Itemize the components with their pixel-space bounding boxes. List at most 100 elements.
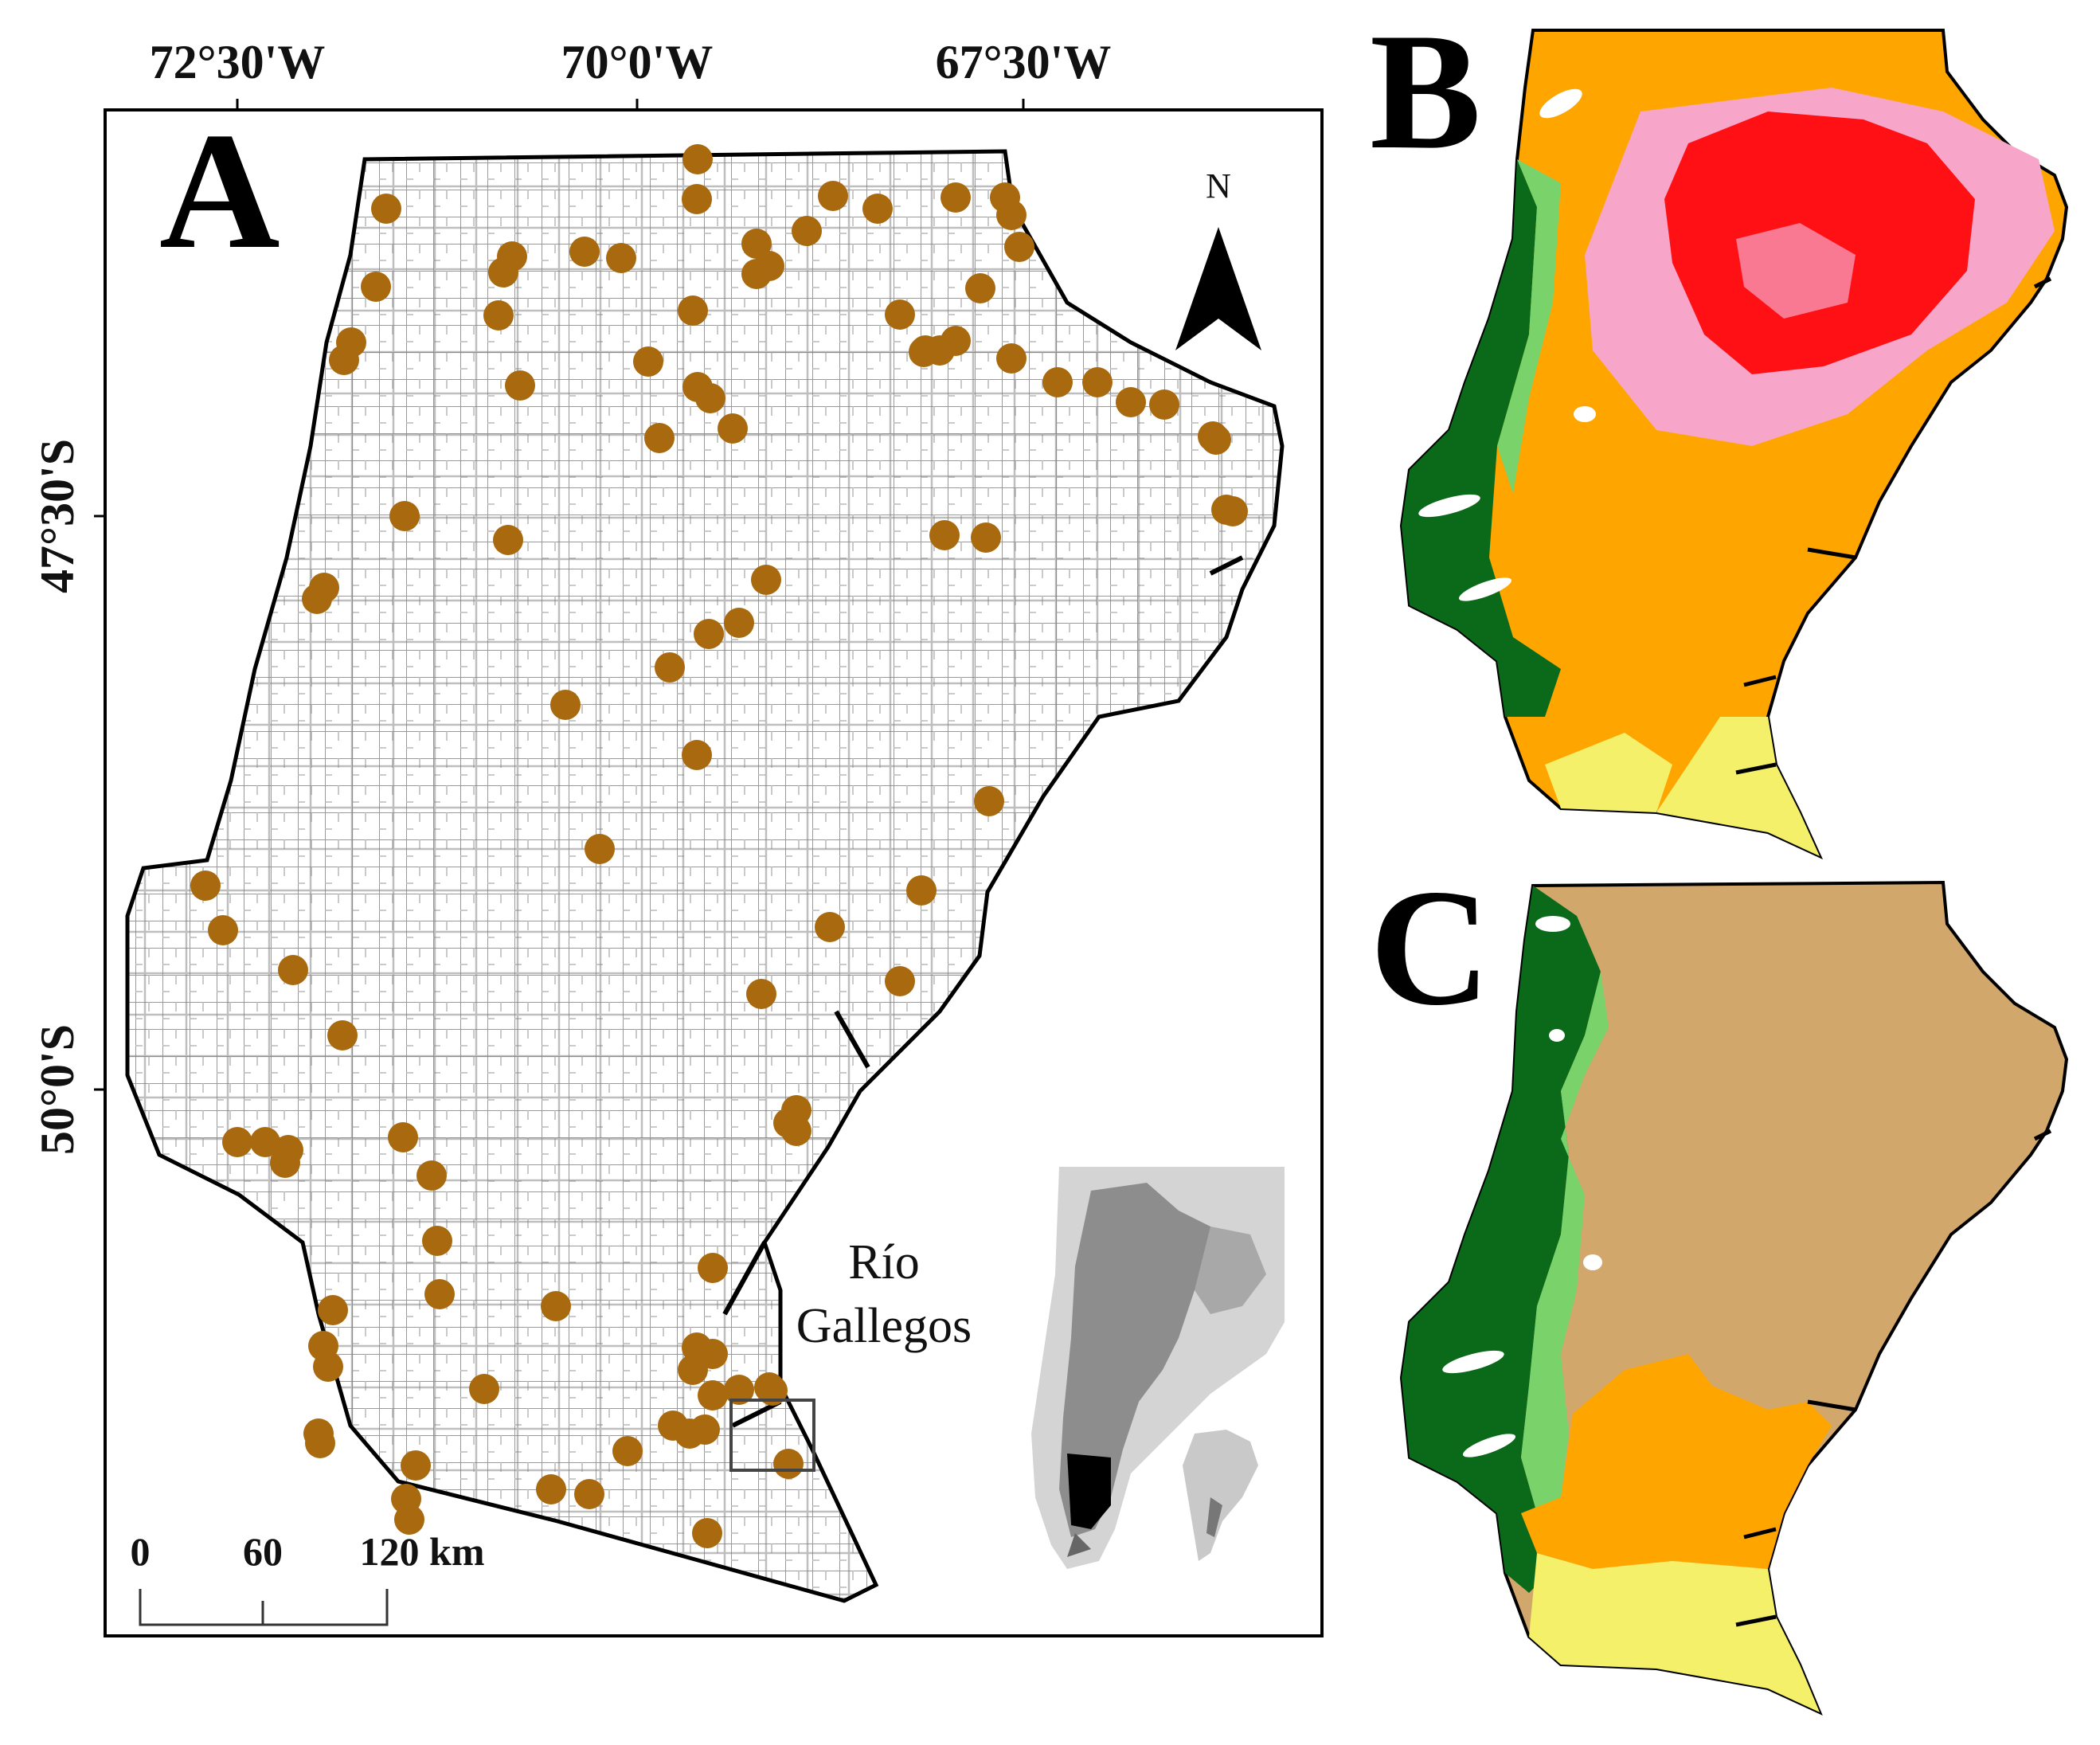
graticule-ticks [94,99,1025,1091]
light-green-zone-c [1521,886,1609,1513]
yellow-zone-b [1656,717,1820,856]
sample-point-icon [996,343,1027,374]
sample-point-icon [424,1279,455,1309]
sample-point-icon [678,1355,708,1385]
sample-point-icon [389,501,420,531]
sample-point-icon [678,295,708,326]
panel-a: 72°30'W 70°0'W 67°30'W 47°30'S 50°0'S Rí… [31,36,1324,1637]
sample-point-icon [682,184,712,214]
sample-point-icon [585,834,615,864]
sample-point-icon [694,619,724,649]
sample-point-icon [222,1127,252,1157]
sample-point-icon [305,1428,335,1458]
sample-point-icon [655,652,685,683]
sample-point-icon [313,1352,343,1382]
sample-point-icon [941,326,971,356]
sample-point-icon [388,1122,418,1152]
sample-point-icon [644,423,675,453]
city-label-line2: Gallegos [796,1299,972,1353]
sample-point-icon [1082,367,1113,397]
sample-point-icon [488,257,518,288]
sample-point-icon [965,273,995,303]
sample-point-icon [971,522,1001,553]
sample-point-icon [682,144,713,174]
sample-point-icon [329,345,359,375]
longitude-label-3: 67°30'W [936,36,1112,88]
scale-label-60: 60 [243,1529,283,1574]
panel-letter-c: C [1370,855,1491,1040]
sample-point-icon [401,1450,431,1481]
ice-patches-c [1442,916,1602,1457]
sample-point-icon [906,875,937,906]
sample-point-icon [361,272,391,302]
sample-point-icon [741,229,772,259]
ice-patches-b [1418,88,1596,601]
sample-point-icon [929,520,960,550]
sample-point-icon [754,251,784,281]
sample-point-icon [862,194,893,224]
sample-point-icon [682,740,712,770]
sample-point-icon [724,608,754,638]
scale-label-0: 0 [131,1529,151,1574]
sample-point-icon [550,690,581,720]
sample-point-icon [536,1474,566,1504]
sample-point-icon [718,413,748,444]
latitude-label-2: 50°0'S [31,1024,84,1155]
sample-point-icon [1149,389,1179,420]
sample-point-icon [574,1479,604,1509]
sample-point-icon [996,200,1027,230]
province-outline-a [125,149,1285,1603]
sample-point-icon [815,912,845,942]
sample-point-icon [690,1414,720,1445]
south-america-inset [1026,1167,1285,1571]
sample-point-icon [974,786,1004,816]
sample-point-icon [278,955,308,985]
sample-point-icon [746,979,776,1009]
sample-point-icon [792,216,822,246]
sample-point-icon [1004,232,1034,262]
sample-point-icon [190,871,221,901]
forest-zone-b [1402,159,1561,717]
panel-b: B [1370,0,2069,860]
sample-point-icon [493,525,523,555]
sample-point-icon [541,1291,571,1321]
north-arrow-icon: N [1175,166,1261,350]
panel-c: C [1370,855,2069,1716]
longitude-label-2: 70°0'W [561,36,714,88]
sample-point-icon [208,915,238,945]
sample-point-icon [773,1449,804,1479]
sample-point-icon [270,1148,300,1178]
city-label-line1: Río [848,1235,920,1289]
sample-point-icon [757,1375,788,1406]
panel-letter-b: B [1370,0,1481,184]
sample-points [190,144,1248,1548]
sample-point-icon [1218,496,1248,526]
sample-point-icon [633,346,663,377]
sample-point-icon [483,300,514,331]
sample-point-icon [394,1504,424,1535]
latitude-label-1: 47°30'S [31,439,84,593]
longitude-label-1: 72°30'W [150,36,326,88]
sample-point-icon [612,1436,643,1466]
sample-point-icon [818,181,848,211]
orange-zone-c [1521,1354,1832,1569]
sample-point-icon [885,299,915,330]
north-arrow-label: N [1206,166,1231,205]
sample-point-icon [909,337,939,367]
scale-bar: 0 60 120 km [131,1529,484,1626]
sample-point-icon [422,1226,452,1256]
sample-point-icon [606,243,636,273]
sample-point-icon [724,1375,754,1405]
sample-point-icon [695,383,725,413]
rio-gallegos-box [729,1399,815,1472]
sample-point-icon [1201,425,1231,455]
sample-point-icon [469,1374,499,1404]
sample-point-icon [250,1127,280,1157]
sample-point-icon [941,182,971,213]
sample-point-icon [302,584,332,614]
sample-point-icon [751,565,781,595]
sample-point-icon [1042,367,1073,397]
sample-point-icon [569,237,600,267]
sample-point-icon [371,194,401,224]
sample-point-icon [505,370,535,401]
